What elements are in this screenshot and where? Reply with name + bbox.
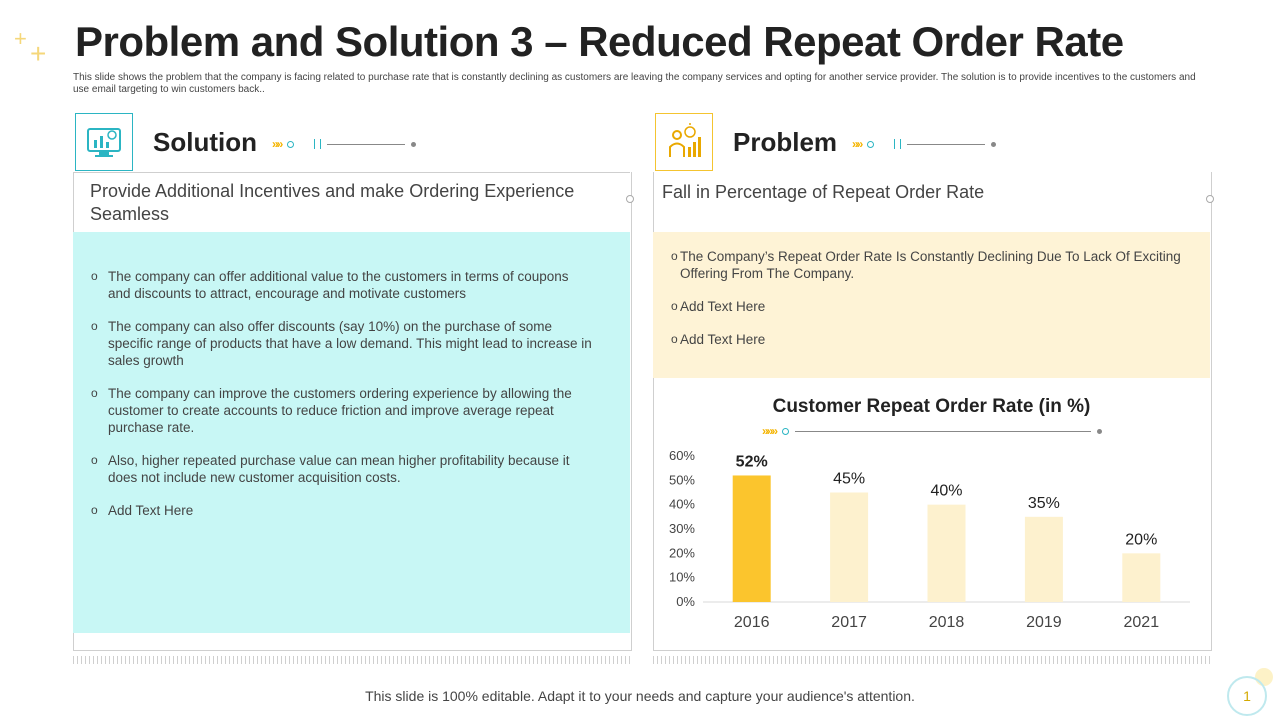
- person-growth-icon: [669, 123, 701, 157]
- solution-icon: [75, 113, 133, 171]
- x-tick-label: 2019: [1026, 614, 1062, 631]
- chevrons-icon: »»»: [762, 424, 778, 438]
- problem-panel: The Company’s Repeat Order Rate Is Const…: [653, 232, 1210, 378]
- y-tick-label: 30%: [669, 521, 695, 536]
- dot-icon: [991, 141, 997, 147]
- dot-icon: [411, 141, 417, 147]
- x-tick-label: 2017: [831, 614, 867, 631]
- solution-bullet-list: The company can offer additional value t…: [73, 268, 593, 519]
- page-number: 1: [1227, 676, 1267, 716]
- x-tick-label: 2018: [929, 614, 965, 631]
- bar: [927, 504, 966, 602]
- list-item: Add Text Here: [653, 331, 1193, 348]
- problem-card: [653, 172, 1212, 651]
- chart-connector: »»»: [762, 424, 1103, 438]
- bar: [830, 492, 869, 602]
- list-item: The Company’s Repeat Order Rate Is Const…: [653, 248, 1193, 282]
- y-tick-label: 50%: [669, 472, 695, 487]
- bar-icon: [314, 139, 322, 149]
- circle-icon: [1206, 195, 1214, 203]
- data-label: 45%: [833, 471, 865, 488]
- connector-line: [327, 143, 406, 145]
- solution-connector: »»: [272, 137, 417, 151]
- solution-panel: The company can offer additional value t…: [73, 232, 630, 633]
- dot-icon: [1097, 428, 1103, 434]
- list-item: The company can also offer discounts (sa…: [73, 318, 593, 369]
- y-tick-label: 20%: [669, 545, 695, 560]
- footer-text: This slide is 100% editable. Adapt it to…: [365, 688, 915, 704]
- problem-bullet-list: The Company’s Repeat Order Rate Is Const…: [653, 248, 1193, 348]
- problem-heading: Fall in Percentage of Repeat Order Rate: [662, 182, 985, 202]
- circle-icon: [782, 427, 790, 435]
- solution-heading: Provide Additional Incentives and make O…: [90, 181, 575, 224]
- monitor-chart-icon: [87, 128, 121, 157]
- y-tick-label: 40%: [669, 497, 695, 512]
- decorative-hatch: [73, 656, 630, 664]
- list-item: Add Text Here: [73, 502, 593, 519]
- list-item: Also, higher repeated purchase value can…: [73, 452, 593, 486]
- circle-icon: [867, 140, 875, 148]
- problem-title: Problem: [733, 127, 838, 157]
- problem-icon: [655, 113, 713, 171]
- list-item: Add Text Here: [653, 298, 1193, 315]
- y-tick-label: 0%: [676, 594, 695, 609]
- bar-icon: [894, 139, 902, 149]
- list-item: The company can improve the customers or…: [73, 385, 593, 436]
- x-tick-label: 2021: [1124, 614, 1160, 631]
- data-label: 52%: [736, 453, 768, 470]
- connector-line: [795, 430, 1092, 432]
- data-label: 35%: [1028, 495, 1060, 512]
- decorative-hatch: [653, 656, 1210, 664]
- bar: [732, 475, 771, 602]
- connector-line: [907, 143, 986, 145]
- y-tick-label: 60%: [669, 448, 695, 463]
- page-title: Problem and Solution 3 – Reduced Repeat …: [75, 18, 1124, 65]
- bar: [1122, 553, 1161, 602]
- list-item: The company can offer additional value t…: [73, 268, 593, 302]
- bar: [1024, 516, 1063, 602]
- page-subtitle: This slide shows the problem that the co…: [73, 72, 1196, 95]
- chevrons-icon: »»: [852, 137, 863, 151]
- circle-icon: [626, 195, 634, 203]
- data-label: 20%: [1125, 531, 1157, 548]
- chart-title: Customer Repeat Order Rate (in %): [772, 396, 1091, 417]
- data-label: 40%: [930, 483, 962, 500]
- sparkle-icon: +: [30, 38, 47, 69]
- divider: [73, 172, 630, 173]
- bar-chart: 0% 10% 20% 30% 40% 50% 60% 52% 2016 45% 2017 40% 201…: [669, 448, 1190, 631]
- solution-title: Solution: [153, 127, 257, 157]
- problem-connector: »»: [852, 137, 997, 151]
- y-tick-label: 10%: [669, 570, 695, 585]
- chevrons-icon: »»: [272, 137, 283, 151]
- circle-icon: [287, 140, 295, 148]
- x-tick-label: 2016: [734, 614, 770, 631]
- sparkle-icon: +: [14, 26, 27, 51]
